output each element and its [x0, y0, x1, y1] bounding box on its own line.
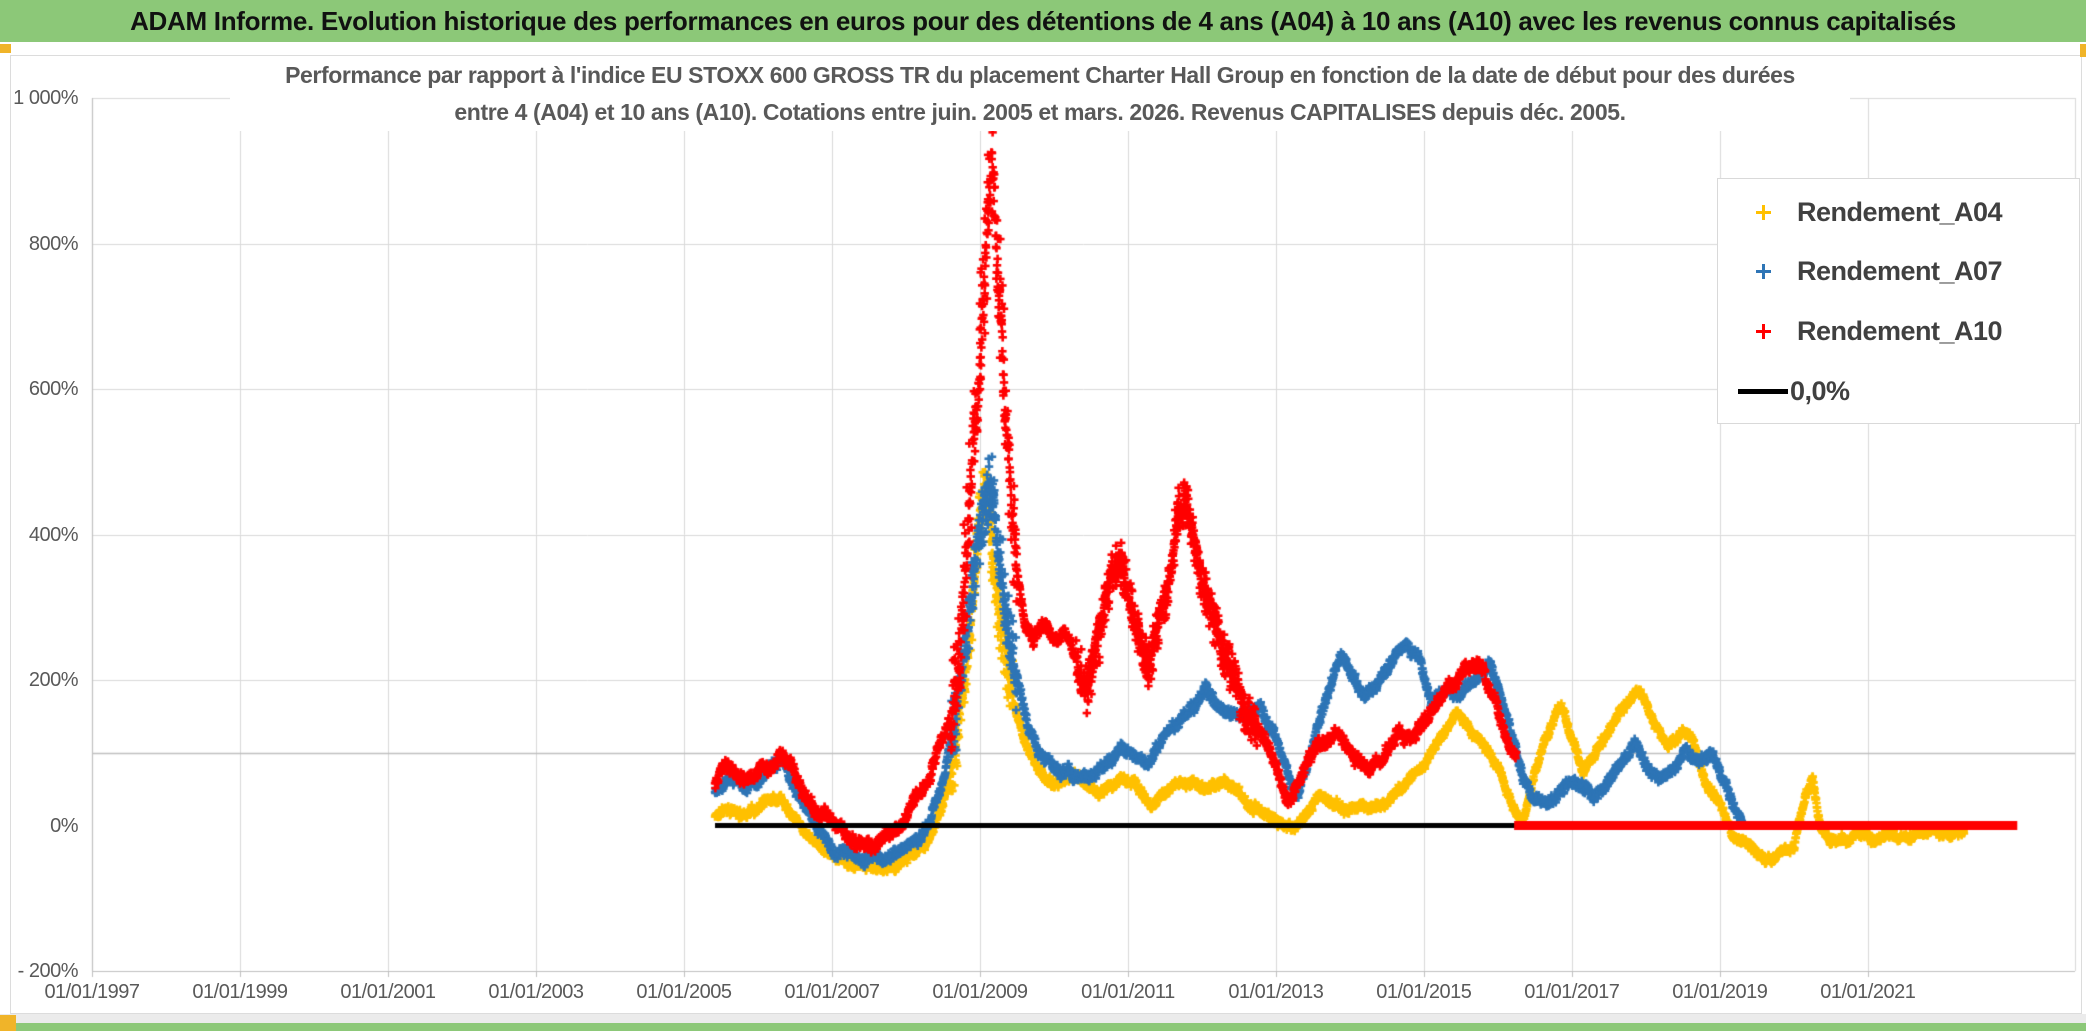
x-axis-label: 01/01/2003 [488, 981, 584, 1003]
y-axis-label: 800% [28, 232, 79, 255]
chart-title: Performance par rapport à l'indice EU ST… [230, 57, 1850, 131]
corner-accent-top-left [0, 44, 11, 53]
x-axis-label: 01/01/2009 [932, 981, 1028, 1003]
legend-plus-marker-icon [1756, 323, 1771, 339]
x-axis-label: 01/01/2005 [636, 981, 732, 1003]
y-axis-label: 200% [28, 669, 79, 691]
legend-item-rendement-a04[interactable]: Rendement_A04 [1718, 197, 2079, 227]
legend-item-rendement-a10[interactable]: Rendement_A10 [1718, 316, 2079, 346]
legend-item-rendement-a07[interactable]: Rendement_A07 [1718, 256, 2079, 286]
x-axis-label: 01/01/2001 [340, 981, 436, 1003]
x-axis-label: 01/01/2021 [1820, 981, 1916, 1003]
legend-plus-marker-icon [1756, 204, 1771, 220]
legend-plus-marker-icon [1756, 263, 1771, 279]
y-axis-label: 400% [28, 523, 79, 546]
sheet-bottom-bar [0, 1023, 2086, 1031]
chart-title-line2: entre 4 (A04) et 10 ans (A10). Cotations… [454, 99, 1626, 125]
x-axis-label: 01/01/2013 [1228, 981, 1324, 1003]
legend-item-label: 0,0% [1790, 375, 1850, 406]
legend[interactable]: Rendement_A04 Rendement_A07 Rendement_A10 0… [1717, 178, 2080, 424]
corner-accent-top-right [2080, 44, 2086, 57]
legend-item-0-0-[interactable]: 0,0% [1718, 376, 2079, 406]
legend-item-label: Rendement_A07 [1797, 255, 2003, 286]
x-axis-label: 01/01/1999 [192, 981, 288, 1003]
x-axis-label: 01/01/1997 [44, 981, 140, 1003]
y-axis-label: 1 000% [13, 87, 78, 109]
legend-line-marker-icon [1738, 388, 1788, 394]
legend-item-label: Rendement_A10 [1797, 315, 2003, 346]
x-axis-label: 01/01/2007 [784, 981, 880, 1003]
x-axis-label: 01/01/2015 [1376, 981, 1472, 1003]
legend-item-label: Rendement_A04 [1797, 196, 2003, 227]
x-axis-label: 01/01/2011 [1081, 981, 1175, 1003]
y-axis-label: 600% [28, 378, 79, 400]
y-axis-label: - 200% [17, 960, 79, 982]
x-axis-label: 01/01/2019 [1672, 981, 1768, 1003]
chart-title-line1: Performance par rapport à l'indice EU ST… [285, 62, 1795, 88]
x-axis-label: 01/01/2017 [1524, 981, 1620, 1003]
corner-accent-bottom-left [0, 1015, 16, 1031]
scroll-strip[interactable] [0, 1014, 2086, 1023]
y-axis-label: 0% [50, 814, 78, 837]
